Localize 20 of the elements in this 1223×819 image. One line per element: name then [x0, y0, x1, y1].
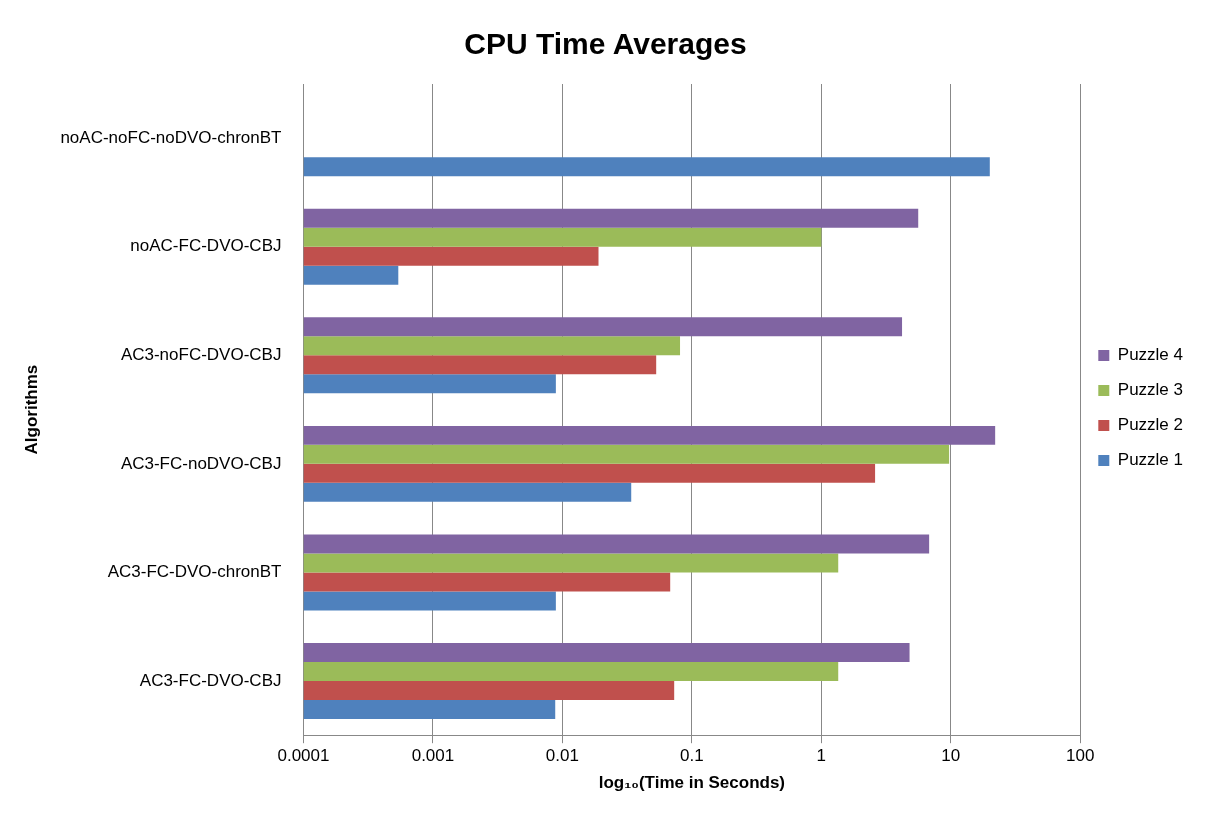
x-tick-label: 100	[1066, 746, 1095, 766]
x-tick-label: 1	[816, 746, 827, 766]
legend-label: Puzzle 4	[1117, 345, 1183, 365]
y-tick-label: AC3-FC-DVO-CBJ	[139, 670, 282, 690]
x-axis-title: log₁₀(Time in Seconds)	[598, 773, 786, 793]
x-tick-label: 0.01	[545, 746, 579, 766]
y-tick-label: AC3-FC-DVO-chronBT	[107, 562, 282, 582]
x-tick-label: 0.001	[411, 746, 455, 766]
y-tick-label: noAC-noFC-noDVO-chronBT	[60, 127, 282, 147]
legend-label: Puzzle 1	[1117, 450, 1183, 470]
legend-label: Puzzle 2	[1117, 415, 1183, 435]
x-tick-label: 0.1	[680, 746, 704, 766]
x-tick-label: 10	[941, 746, 961, 766]
y-tick-label: AC3-noFC-DVO-CBJ	[120, 345, 282, 365]
y-tick-label: AC3-FC-noDVO-CBJ	[120, 453, 282, 473]
legend-label: Puzzle 3	[1117, 380, 1183, 400]
y-axis-title: Algorithms	[21, 364, 41, 455]
x-tick-label: 0.0001	[277, 746, 330, 766]
chart-title: CPU Time Averages	[464, 27, 747, 61]
y-tick-label: noAC-FC-DVO-CBJ	[130, 236, 282, 256]
